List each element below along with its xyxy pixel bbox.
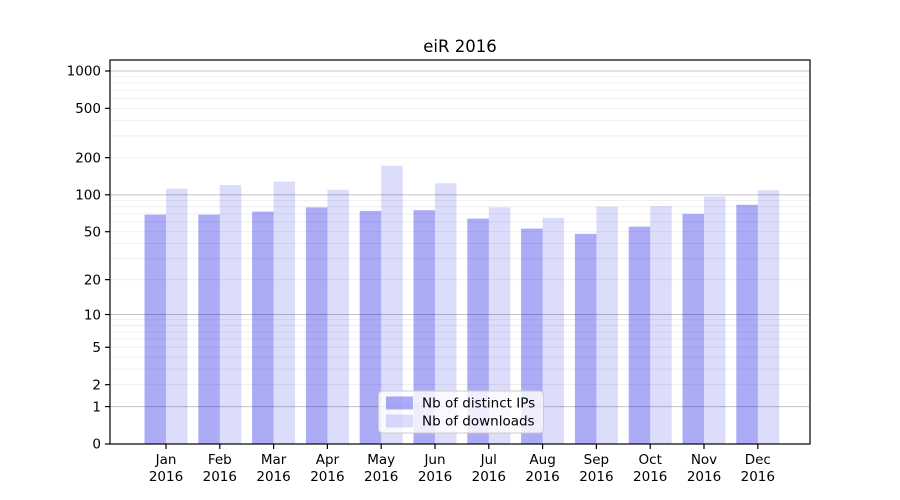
x-tick-label-month: Dec [745,452,771,468]
bar-downloads-sep [596,206,618,444]
bar-downloads-dec [757,190,780,444]
chart-title: eiR 2016 [423,37,496,56]
bar-layer [144,165,780,445]
bar-ips-oct [628,226,651,444]
y-tick-label: 50 [84,224,101,240]
y-tick-label: 500 [75,101,101,117]
bar-ips-jul [467,218,489,444]
bar-downloads-may [381,165,403,444]
bar-ips-jun [413,210,435,444]
y-tick-label: 5 [92,340,101,356]
y-tick-label: 1000 [67,64,101,80]
bar-ips-nov [682,213,704,444]
legend-label-ips: Nb of distinct IPs [422,396,535,412]
x-tick-label-month: Apr [316,452,340,468]
x-tick-label-month: May [367,452,395,468]
x-tick-label-year: 2016 [741,469,775,485]
x-tick-label-month: Jun [423,452,445,468]
x-tick-label-year: 2016 [310,469,344,485]
x-axis-ticks: Jan2016Feb2016Mar2016Apr2016May2016Jun20… [149,444,775,485]
bar-ips-aug [521,228,543,444]
y-tick-label: 2 [92,377,101,393]
x-tick-label-month: Jan [155,452,177,468]
bar-downloads-feb [219,185,242,444]
bar-ips-dec [736,204,758,444]
bar-downloads-apr [327,189,349,444]
x-tick-label-year: 2016 [472,469,506,485]
bar-ips-may [359,210,382,444]
y-tick-label: 20 [84,272,101,288]
x-tick-label-year: 2016 [149,469,183,485]
legend-box [378,390,544,434]
x-tick-label-month: Aug [529,452,555,468]
legend: Nb of distinct IPs Nb of downloads [378,390,544,434]
bar-downloads-jan [166,188,188,444]
legend-label-downloads: Nb of downloads [422,414,535,430]
bar-ips-apr [305,207,328,444]
bar-downloads-jun [435,183,457,445]
x-tick-label-year: 2016 [633,469,667,485]
x-tick-label-month: Jul [480,452,497,468]
x-tick-label-month: Sep [584,452,609,468]
x-tick-label-month: Oct [639,452,662,468]
x-tick-label-year: 2016 [579,469,613,485]
bar-downloads-aug [542,217,565,444]
x-tick-label-year: 2016 [364,469,398,485]
bar-ips-feb [198,214,220,444]
x-tick-label-month: Feb [208,452,232,468]
grid-layer [110,70,810,408]
bar-downloads-jul [488,207,511,444]
y-tick-label: 10 [84,307,101,323]
y-tick-label: 1 [92,399,101,415]
x-tick-label-year: 2016 [203,469,237,485]
plot-border [109,59,811,445]
x-tick-label-year: 2016 [256,469,290,485]
x-tick-label-month: Mar [261,452,287,468]
x-tick-label-year: 2016 [687,469,721,485]
y-tick-label: 200 [75,150,101,166]
bar-ips-mar [252,211,274,444]
x-tick-label-month: Nov [691,452,717,468]
bar-downloads-mar [273,181,296,444]
y-tick-label: 100 [75,188,101,204]
x-tick-label-year: 2016 [525,469,559,485]
bar-downloads-nov [704,196,726,444]
legend-swatch-ips [386,396,413,410]
bar-ips-sep [574,233,597,444]
legend-swatch-downloads [386,414,413,428]
bar-ips-jan [144,214,166,444]
y-tick-label: 0 [92,437,101,453]
x-tick-label-year: 2016 [418,469,452,485]
bar-downloads-oct [650,206,672,444]
